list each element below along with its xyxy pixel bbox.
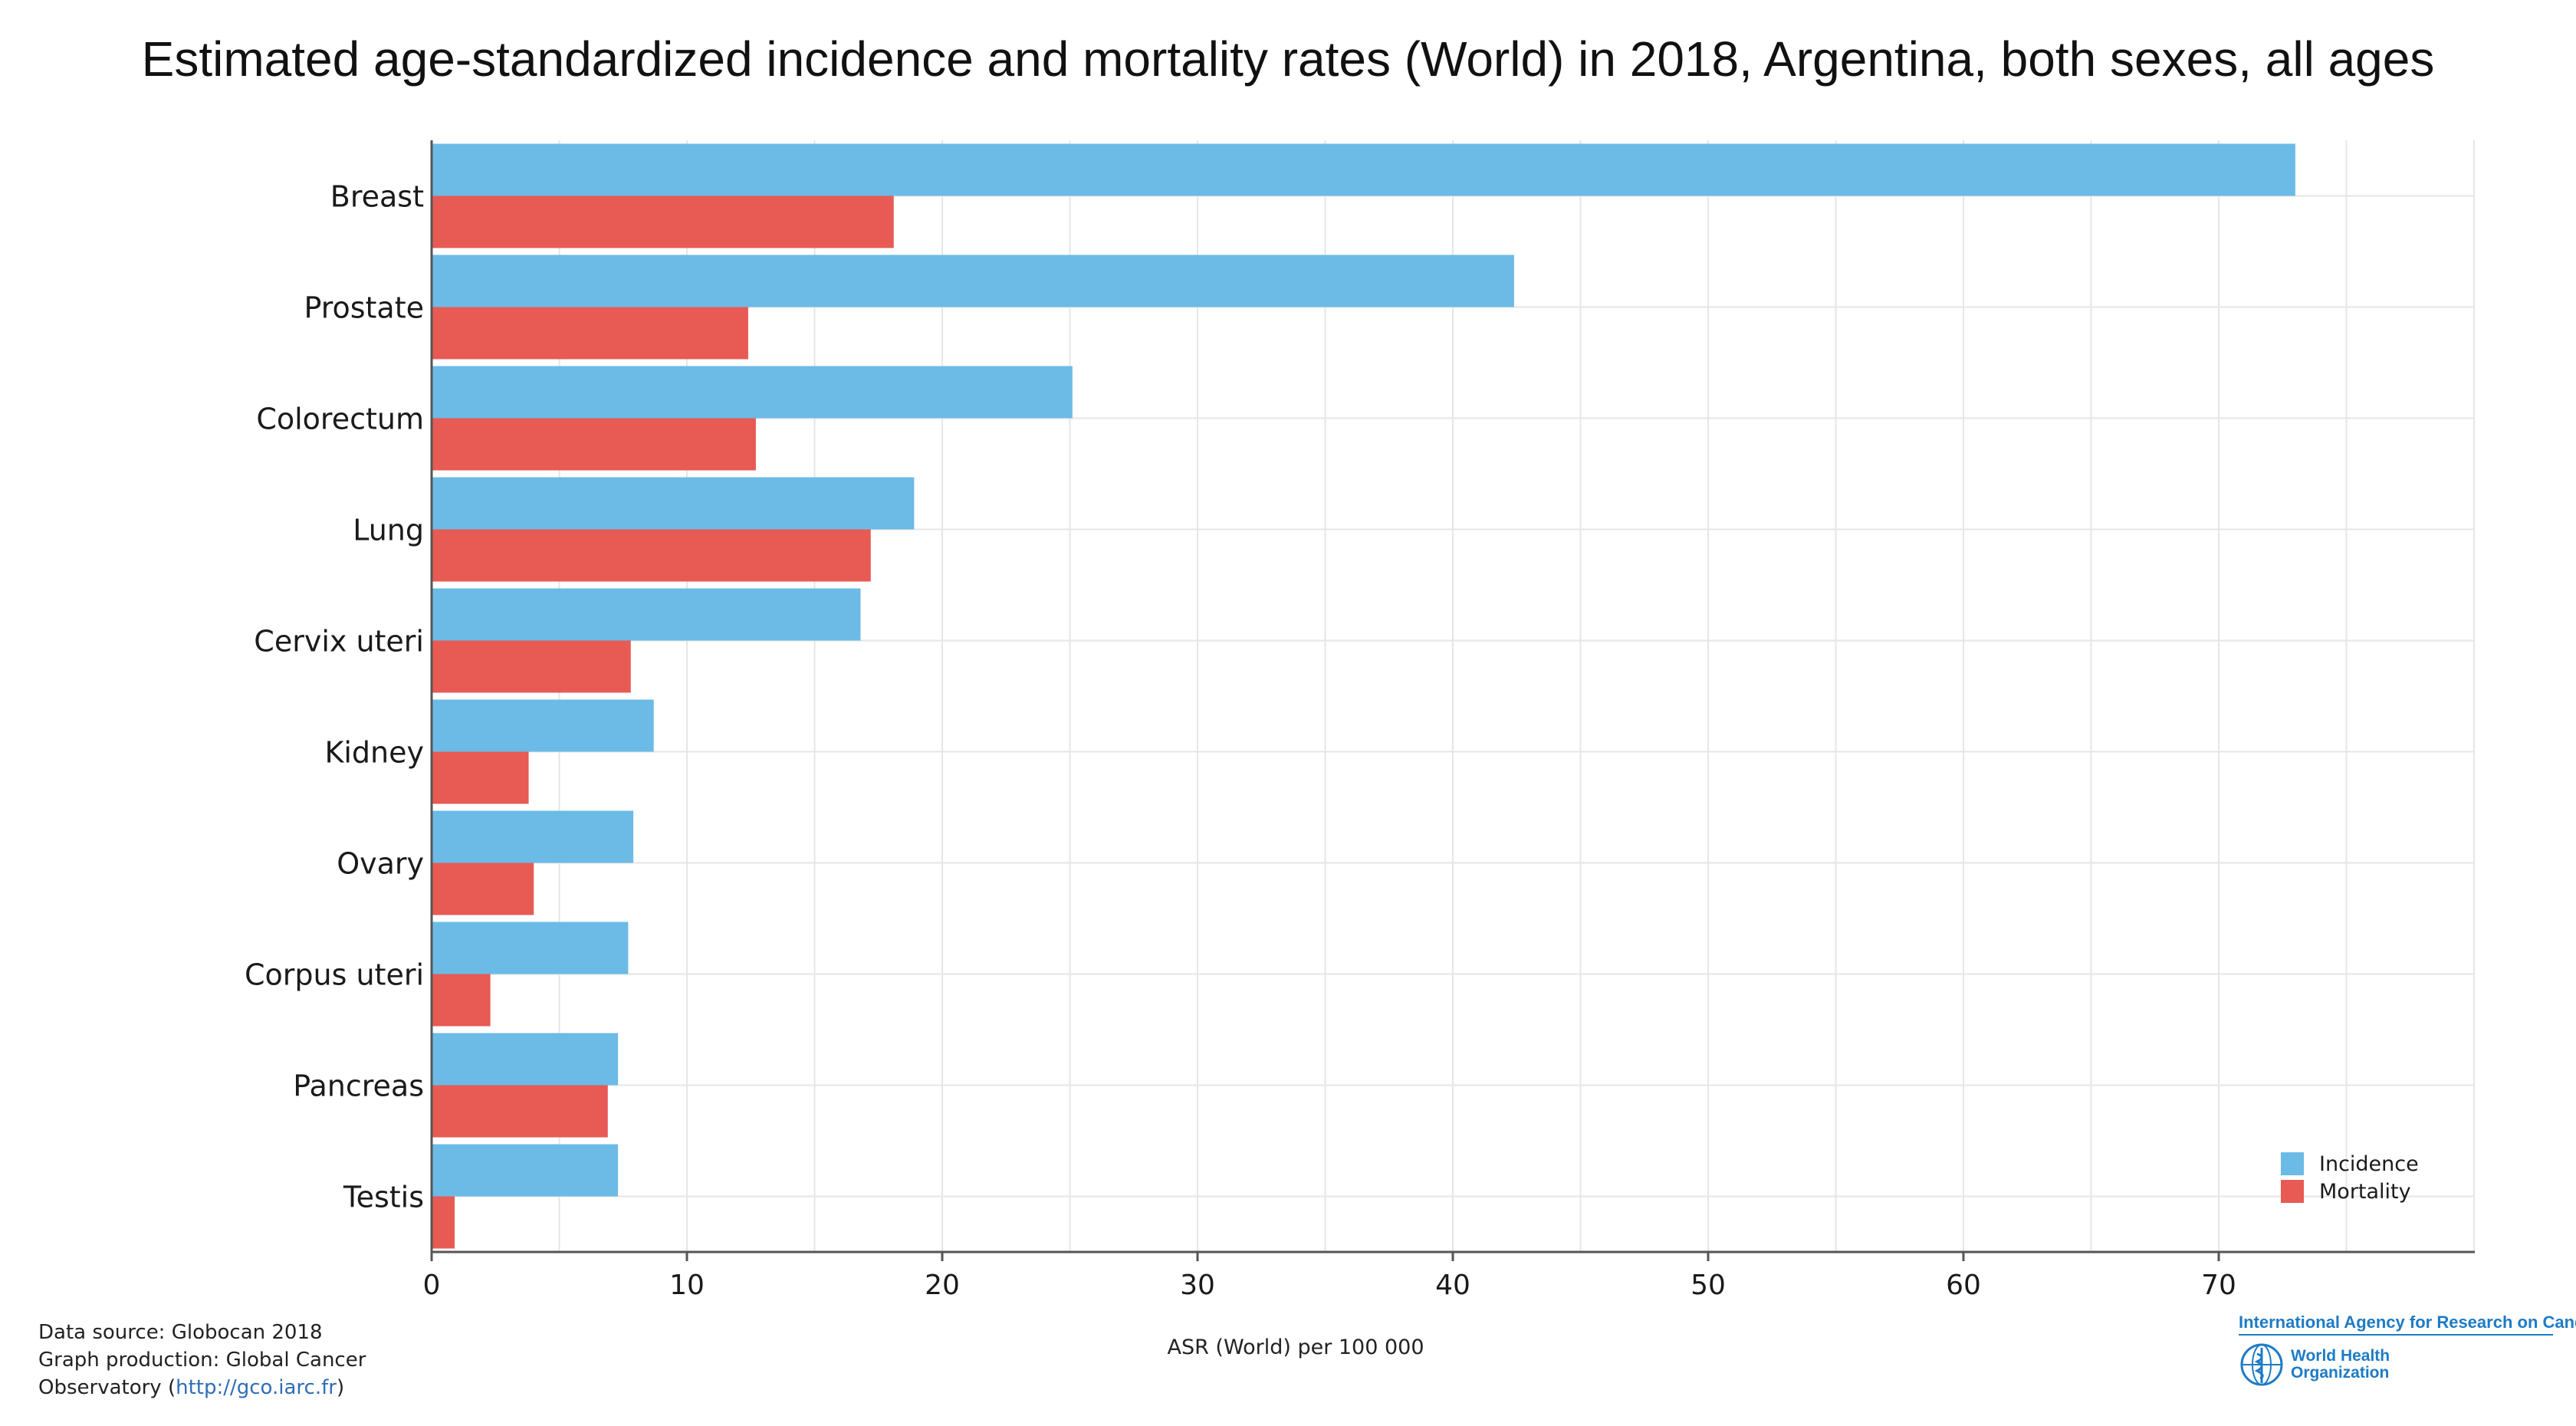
y-tick-label: Testis [343, 1181, 424, 1214]
bar-incidence-breast [432, 143, 2295, 196]
legend-swatch-mortality [2281, 1180, 2304, 1203]
bar-mortality-cervix-uteri [432, 640, 631, 693]
y-tick-label: Ovary [337, 847, 424, 881]
y-tick-label: Lung [353, 514, 424, 547]
x-axis-label: ASR (World) per 100 000 [1167, 1336, 1424, 1359]
bar-incidence-ovary [432, 810, 634, 863]
x-tick-label: 70 [2201, 1270, 2236, 1301]
x-tick-label: 20 [925, 1270, 960, 1301]
who-name: World Health Organization [2291, 1347, 2390, 1382]
bar-incidence-cervix-uteri [432, 588, 861, 641]
x-tick-label: 50 [1691, 1270, 1726, 1301]
bar-incidence-kidney [432, 699, 654, 752]
gco-link[interactable]: http://gco.iarc.fr [176, 1376, 337, 1399]
observatory-prefix: Observatory ( [38, 1376, 176, 1399]
bar-mortality-corpus-uteri [432, 974, 491, 1027]
bar-incidence-prostate [432, 255, 1514, 307]
x-tick-label: 10 [669, 1270, 705, 1301]
bars [432, 143, 2295, 1249]
legend-swatch-incidence [2281, 1152, 2304, 1175]
data-source-text: Data source: Globocan 2018 [38, 1321, 323, 1344]
footer-credits: Data source: Globocan 2018 Graph product… [38, 1319, 366, 1401]
x-tick-label: 0 [423, 1270, 441, 1301]
legend: Incidence Mortality [2281, 1150, 2419, 1205]
y-tick-label: Corpus uteri [245, 958, 424, 992]
legend-label-mortality: Mortality [2319, 1179, 2411, 1204]
bar-incidence-lung [432, 477, 915, 530]
who-logo: World Health Organization [2239, 1342, 2553, 1388]
logos: International Agency for Research on Can… [2239, 1313, 2576, 1388]
chart-title: Estimated age-standardized incidence and… [141, 31, 2435, 87]
bar-incidence-testis [432, 1144, 619, 1197]
bar-mortality-colorectum [432, 418, 756, 471]
y-tick-label: Prostate [304, 291, 424, 325]
legend-label-incidence: Incidence [2319, 1152, 2419, 1176]
bar-mortality-kidney [432, 751, 529, 804]
bar-mortality-ovary [432, 863, 534, 915]
legend-item-incidence: Incidence [2281, 1150, 2419, 1178]
graph-production-text: Graph production: Global Cancer [38, 1349, 366, 1372]
bar-mortality-lung [432, 529, 871, 582]
bar-incidence-corpus-uteri [432, 922, 629, 974]
gridlines [432, 140, 2475, 1252]
x-tick-label: 60 [1946, 1270, 1981, 1301]
who-emblem-icon [2240, 1343, 2283, 1386]
observatory-line: Observatory (http://gco.iarc.fr) [38, 1374, 366, 1401]
axes [430, 140, 2475, 1261]
y-tick-label: Kidney [324, 736, 424, 770]
x-tick-label: 30 [1180, 1270, 1215, 1301]
y-tick-label: Cervix uteri [254, 625, 424, 659]
x-tick-label: 40 [1435, 1270, 1470, 1301]
y-tick-label: Colorectum [256, 402, 424, 436]
bar-incidence-pancreas [432, 1033, 619, 1086]
observatory-suffix: ) [336, 1376, 345, 1399]
axis-labels: Breast Prostate Colorectum Lung Cervix uteri… [245, 180, 2236, 1302]
bar-mortality-prostate [432, 307, 748, 360]
y-tick-label: Breast [330, 180, 424, 214]
y-tick-label: Pancreas [293, 1070, 424, 1103]
bar-mortality-pancreas [432, 1085, 608, 1138]
iarc-logo: International Agency for Research on Can… [2239, 1313, 2576, 1336]
bar-mortality-breast [432, 196, 894, 248]
bar-incidence-colorectum [432, 366, 1073, 419]
legend-item-mortality: Mortality [2281, 1178, 2419, 1205]
bar-mortality-testis [432, 1196, 455, 1249]
